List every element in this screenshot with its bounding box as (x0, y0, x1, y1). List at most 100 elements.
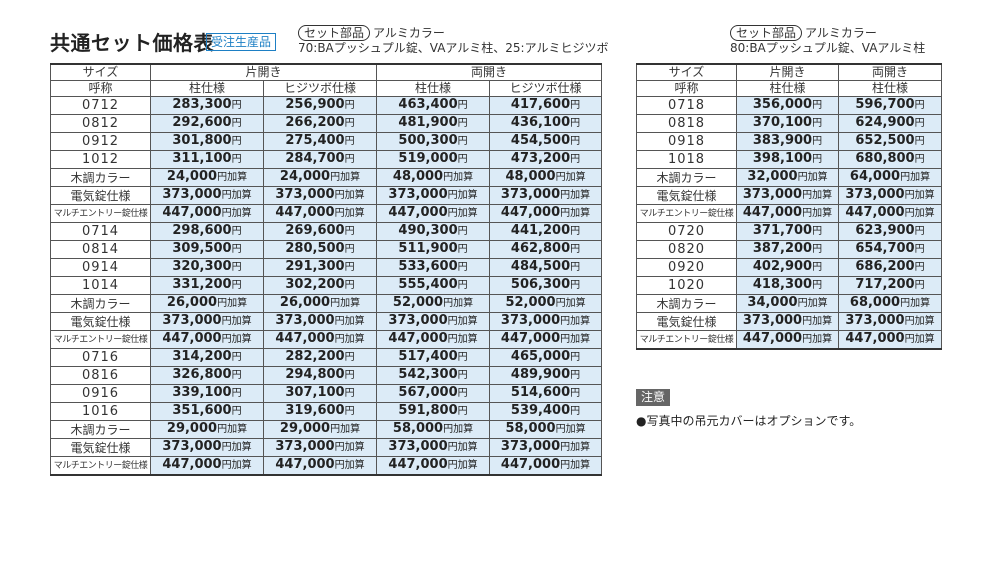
table-row: 0818 370,100円 624,900円 (636, 114, 942, 133)
size-cell: 0916 (50, 384, 151, 403)
price-value: 462,800 (510, 241, 571, 257)
price-cell: 441,200円 (489, 222, 603, 241)
price-value: 373,000 (500, 313, 561, 329)
table-row: 木調カラー 24,000円加算 24,000円加算 48,000円加算 48,000円加… (50, 168, 603, 187)
price-value: 517,400 (398, 349, 458, 365)
price-cell: 484,500円 (489, 258, 603, 277)
price-value: 331,200 (172, 277, 232, 293)
table-row: 0912 301,800円 275,400円 500,300円 454,500円 (50, 132, 603, 151)
price-value: 542,300 (398, 367, 458, 383)
price-value: 280,500 (285, 241, 345, 257)
price-unit: 円 (914, 244, 925, 255)
price-value: 441,200 (510, 223, 571, 239)
price-unit: 円 (570, 226, 581, 237)
price-value: 282,200 (285, 349, 345, 365)
price-unit: 円 (457, 370, 468, 381)
price-unit: 円 (570, 262, 581, 273)
price-unit: 円加算 (330, 172, 361, 183)
price-unit: 円加算 (221, 208, 252, 219)
size-cell: 1012 (50, 150, 151, 169)
price-unit: 円 (570, 118, 581, 129)
size-cell: 0716 (50, 348, 151, 367)
price-cell: 319,600円 (262, 402, 378, 421)
price-cell: 32,000円加算 (736, 168, 839, 187)
price-unit: 円加算 (217, 424, 248, 435)
size-cell: 0816 (50, 366, 151, 385)
price-cell: 373,000円加算 (150, 186, 264, 205)
price-unit: 円 (231, 262, 242, 273)
price-unit: 円加算 (447, 190, 478, 201)
price-unit: 円 (457, 406, 468, 417)
price-unit: 円加算 (555, 172, 586, 183)
price-cell: 447,000円加算 (489, 330, 603, 349)
table-row: 木調カラー 34,000円加算 68,000円加算 (636, 294, 942, 313)
price-cell: 454,500円 (489, 132, 603, 151)
table-row: マルチエントリー錠仕様 447,000円加算 447,000円加算 447,000円加… (50, 456, 603, 476)
price-unit: 円 (231, 370, 242, 381)
price-cell: 567,000円 (376, 384, 491, 403)
size-cell: 1014 (50, 276, 151, 295)
table-row: 1018 398,100円 680,800円 (636, 150, 942, 169)
price-unit: 円加算 (221, 316, 252, 327)
price-unit: 円 (812, 100, 823, 111)
price-value: 34,000 (747, 295, 798, 311)
price-cell: 654,700円 (838, 240, 942, 259)
price-cell: 591,800円 (376, 402, 491, 421)
price-cell: 481,900円 (376, 114, 491, 133)
price-cell: 256,900円 (262, 96, 378, 115)
price-unit: 円加算 (802, 208, 833, 219)
size-cell: マルチエントリー錠仕様 (636, 204, 737, 223)
price-unit: 円 (570, 388, 581, 399)
price-cell: 373,000円加算 (262, 186, 378, 205)
price-value: 68,000 (849, 295, 901, 311)
table-row: 0820 387,200円 654,700円 (636, 240, 942, 259)
table-row: 0712 283,300円 256,900円 463,400円 417,600円 (50, 96, 603, 115)
price-cell: 48,000円加算 (376, 168, 491, 187)
size-cell: 木調カラー (636, 294, 737, 313)
hijitsubo-spec-header: ヒジツボ仕様 (489, 80, 603, 97)
price-cell: 302,200円 (262, 276, 378, 295)
price-cell: 542,300円 (376, 366, 491, 385)
size-cell: 電気錠仕様 (636, 312, 737, 331)
price-value: 387,200 (752, 241, 813, 257)
price-cell: 24,000円加算 (150, 168, 264, 187)
price-cell: 356,000円 (736, 96, 839, 115)
price-cell: 417,600円 (489, 96, 603, 115)
size-cell: 1020 (636, 276, 737, 295)
price-value: 447,000 (845, 331, 905, 346)
price-value: 447,000 (275, 457, 335, 472)
price-cell: 490,300円 (376, 222, 491, 241)
size-header: サイズ (636, 63, 737, 81)
price-cell: 26,000円加算 (262, 294, 378, 313)
price-cell: 398,100円 (736, 150, 839, 169)
price-unit: 円加算 (900, 172, 931, 183)
price-unit: 円加算 (904, 208, 935, 219)
price-unit: 円加算 (560, 208, 591, 219)
price-value: 24,000 (279, 169, 331, 185)
price-value: 484,500 (510, 259, 571, 275)
price-value: 269,600 (285, 223, 345, 239)
size-cell: 0914 (50, 258, 151, 277)
right-set-parts-note: セット部品 アルミカラー 80:BAプッシュプル錠、VAアルミ柱 (730, 25, 925, 56)
table-row: マルチエントリー錠仕様 447,000円加算 447,000円加算 447,000円加… (50, 204, 603, 223)
price-unit: 円加算 (802, 316, 833, 327)
price-unit: 円 (570, 406, 581, 417)
price-unit: 円 (457, 388, 468, 399)
price-unit: 円 (570, 280, 581, 291)
size-cell: 木調カラー (50, 420, 151, 439)
price-value: 52,000 (505, 295, 556, 311)
table-row: 0914 320,300円 291,300円 533,600円 484,500円 (50, 258, 603, 277)
price-value: 373,000 (742, 187, 803, 203)
size-cell: 0818 (636, 114, 737, 133)
size-cell: 電気錠仕様 (50, 312, 151, 331)
price-unit: 円 (344, 154, 355, 165)
price-cell: 447,000円加算 (736, 330, 839, 350)
price-value: 294,800 (285, 367, 345, 383)
price-cell: 447,000円加算 (262, 204, 378, 223)
set-parts-pill: セット部品 (298, 25, 371, 41)
table-row: 木調カラー 26,000円加算 26,000円加算 52,000円加算 52,000円加… (50, 294, 603, 313)
price-value: 29,000 (166, 421, 218, 437)
size-cell: 木調カラー (636, 168, 737, 187)
price-unit: 円加算 (797, 298, 828, 309)
price-unit: 円加算 (447, 460, 478, 471)
